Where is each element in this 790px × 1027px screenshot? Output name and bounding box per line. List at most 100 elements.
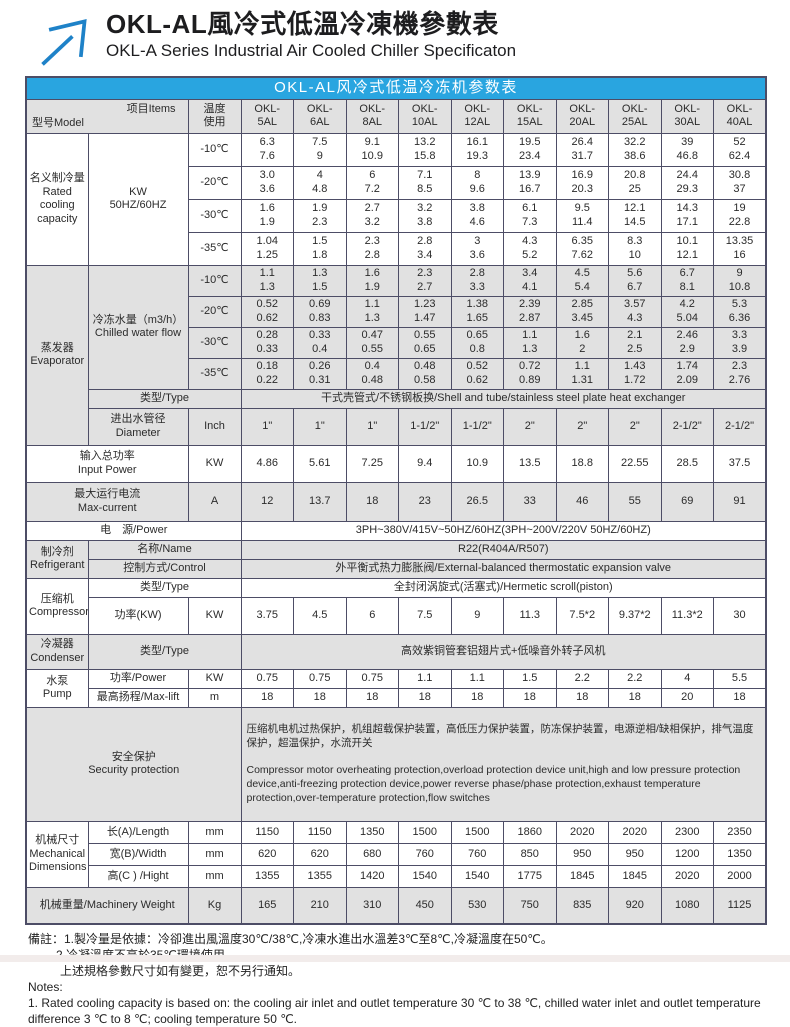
value-cell: 1.43 1.72 <box>608 357 662 390</box>
model-header: OKL- 20AL <box>555 98 609 134</box>
value-cell: 18.8 <box>555 444 609 483</box>
temp-cell: -10℃ <box>187 264 242 297</box>
page-title: OKL-AL風冷式低溫冷凍機參數表 <box>106 9 499 39</box>
value-cell: 0.52 0.62 <box>240 295 294 328</box>
value-cell: 32.2 38.6 <box>608 132 662 167</box>
value-cell: 1.6 1.9 <box>345 264 399 297</box>
model-header: OKL- 15AL <box>503 98 557 134</box>
value-cell: 6.35 7.62 <box>555 231 609 266</box>
item-label: KW 50HZ/60HZ <box>87 132 189 266</box>
value-cell: 2" <box>503 407 557 446</box>
value-cell: 835 <box>555 886 609 925</box>
value-cell: 6 7.2 <box>345 165 399 200</box>
model-header: OKL- 8AL <box>345 98 399 134</box>
value-cell: 4 <box>660 668 714 689</box>
value-cell: 620 <box>240 842 294 866</box>
compressor-type-value: 全封闭涡旋式(活塞式)/Hermetic scroll(piston) <box>240 577 767 598</box>
value-cell: 0.28 0.33 <box>240 326 294 359</box>
value-cell: 18 <box>345 687 399 708</box>
value-cell: 4.86 <box>240 444 294 483</box>
value-cell: 2.8 3.3 <box>450 264 504 297</box>
model-header: OKL- 40AL <box>713 98 767 134</box>
value-cell: 55 <box>608 481 662 522</box>
value-cell: 4.5 5.4 <box>555 264 609 297</box>
value-cell: 1080 <box>660 886 714 925</box>
pump-lift-label: 最高扬程/Max-lift <box>87 687 189 708</box>
value-cell: 1860 <box>503 820 557 844</box>
unit-cell: KW <box>187 444 242 483</box>
value-cell: 13.2 15.8 <box>398 132 452 167</box>
value-cell: 1.5 <box>503 668 557 689</box>
value-cell: 2300 <box>660 820 714 844</box>
value-cell: 1150 <box>293 820 347 844</box>
value-cell: 1.1 1.3 <box>240 264 294 297</box>
value-cell: 1500 <box>398 820 452 844</box>
bottom-strip <box>0 955 790 962</box>
value-cell: 950 <box>555 842 609 866</box>
security-text-en: Compressor motor overheating protection,… <box>246 764 741 804</box>
value-cell: 12.1 14.5 <box>608 198 662 233</box>
value-cell: 52 62.4 <box>713 132 767 167</box>
value-cell: 1845 <box>608 864 662 888</box>
value-cell: 19 22.8 <box>713 198 767 233</box>
value-cell: 8.3 10 <box>608 231 662 266</box>
model-header: OKL- 6AL <box>293 98 347 134</box>
value-cell: 18 <box>240 687 294 708</box>
value-cell: 7.5 9 <box>293 132 347 167</box>
value-cell: 1.5 1.8 <box>293 231 347 266</box>
diameter-label: 进出水管径 Diameter <box>87 407 189 446</box>
value-cell: 13.9 16.7 <box>503 165 557 200</box>
value-cell: 6.7 8.1 <box>660 264 714 297</box>
condenser-type-value: 高效紫铜管套铝翅片式+低噪音外转子风机 <box>240 633 767 670</box>
value-cell: 20 <box>660 687 714 708</box>
value-cell: 0.75 <box>345 668 399 689</box>
refrigerant-name-label: 名称/Name <box>87 539 242 560</box>
temp-cell: -35℃ <box>187 231 242 266</box>
power-supply-value: 3PH~380V/415V~50HZ/60HZ(3PH~200V/220V 50… <box>240 520 767 541</box>
value-cell: 3.75 <box>240 596 294 635</box>
value-cell: 950 <box>608 842 662 866</box>
value-cell: 165 <box>240 886 294 925</box>
value-cell: 2-1/2" <box>713 407 767 446</box>
value-cell: 10.9 <box>450 444 504 483</box>
temp-cell: -20℃ <box>187 295 242 328</box>
dimension-label: 宽(B)/Width <box>87 842 189 866</box>
refrigerant-control-value: 外平衡式热力膨胀阀/External-balanced thermostatic… <box>240 558 767 579</box>
value-cell: 22.55 <box>608 444 662 483</box>
items-label: 项目Items <box>126 102 176 115</box>
temp-cell: -30℃ <box>187 198 242 233</box>
value-cell: 37.5 <box>713 444 767 483</box>
value-cell: 9 10.8 <box>713 264 767 297</box>
value-cell: 18 <box>293 687 347 708</box>
value-cell: 0.75 <box>240 668 294 689</box>
value-cell: 13.7 <box>293 481 347 522</box>
model-header: OKL- 25AL <box>608 98 662 134</box>
value-cell: 39 46.8 <box>660 132 714 167</box>
dimension-label: 高(C ) /Hight <box>87 864 189 888</box>
value-cell: 1.1 1.3 <box>345 295 399 328</box>
value-cell: 19.5 23.4 <box>503 132 557 167</box>
value-cell: 2" <box>608 407 662 446</box>
value-cell: 7.5*2 <box>555 596 609 635</box>
compressor-power-label: 功率(KW) <box>87 596 189 635</box>
value-cell: 5.6 6.7 <box>608 264 662 297</box>
value-cell: 33 <box>503 481 557 522</box>
value-cell: 3.2 3.8 <box>398 198 452 233</box>
value-cell: 1" <box>293 407 347 446</box>
value-cell: 2020 <box>608 820 662 844</box>
section-label-dimensions: 机械尺寸 Mechanical Dimensions <box>25 820 89 888</box>
weight-label: 机械重量/Machinery Weight <box>25 886 189 925</box>
value-cell: 1.1 <box>450 668 504 689</box>
evaporator-type-label: 类型/Type <box>87 388 242 409</box>
value-cell: 1.1 <box>398 668 452 689</box>
value-cell: 6.3 7.6 <box>240 132 294 167</box>
value-cell: 760 <box>450 842 504 866</box>
value-cell: 3.3 3.9 <box>713 326 767 359</box>
temp-cell: -20℃ <box>187 165 242 200</box>
value-cell: 3 3.6 <box>450 231 504 266</box>
section-label-pump: 水泵 Pump <box>25 668 89 708</box>
value-cell: 450 <box>398 886 452 925</box>
value-cell: 2.3 2.8 <box>345 231 399 266</box>
section-label-rated: 名义制冷量 Rated cooling capacity <box>25 132 89 266</box>
doc-header: OKL-AL風冷式低溫冷凍機參數表 OKL-A Series Industria… <box>0 0 790 72</box>
